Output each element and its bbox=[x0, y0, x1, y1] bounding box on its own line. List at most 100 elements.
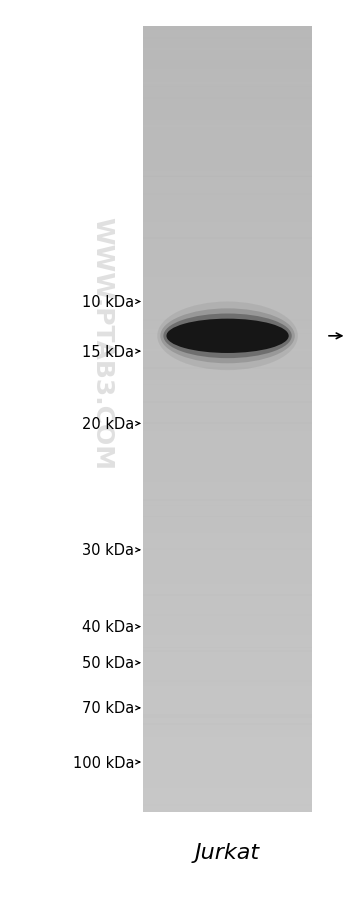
Bar bbox=[142, 655, 313, 658]
Bar bbox=[142, 568, 313, 573]
Bar bbox=[142, 49, 313, 51]
Bar bbox=[142, 98, 313, 100]
Bar bbox=[142, 94, 313, 97]
Bar bbox=[142, 204, 313, 207]
Bar bbox=[142, 686, 313, 690]
Bar bbox=[142, 271, 313, 274]
Bar bbox=[142, 349, 313, 353]
Bar bbox=[142, 753, 313, 757]
Bar bbox=[142, 785, 313, 788]
Bar bbox=[142, 73, 313, 75]
Bar bbox=[142, 109, 313, 114]
Bar bbox=[142, 780, 313, 785]
Bar bbox=[142, 428, 313, 431]
Text: 20 kDa: 20 kDa bbox=[82, 417, 134, 431]
Bar bbox=[142, 67, 313, 70]
Bar bbox=[142, 157, 313, 161]
Bar bbox=[142, 682, 313, 686]
Text: 10 kDa: 10 kDa bbox=[82, 295, 134, 309]
Bar bbox=[142, 500, 313, 502]
Bar bbox=[142, 286, 313, 290]
Bar bbox=[142, 794, 313, 796]
Bar bbox=[142, 583, 313, 584]
Text: 15 kDa: 15 kDa bbox=[82, 345, 134, 359]
Bar bbox=[142, 188, 313, 192]
Bar bbox=[142, 463, 313, 466]
Bar bbox=[142, 337, 313, 341]
Bar bbox=[142, 640, 313, 643]
Bar bbox=[142, 459, 313, 463]
Bar bbox=[142, 239, 313, 243]
Bar bbox=[142, 152, 313, 157]
Bar bbox=[142, 223, 313, 227]
Text: 40 kDa: 40 kDa bbox=[82, 620, 134, 634]
Bar bbox=[142, 176, 313, 178]
Bar bbox=[142, 580, 313, 584]
Bar bbox=[142, 401, 313, 403]
Bar bbox=[142, 290, 313, 294]
Bar bbox=[142, 615, 313, 620]
Bar bbox=[142, 384, 313, 386]
Bar bbox=[142, 678, 313, 682]
Bar bbox=[142, 561, 313, 565]
Bar bbox=[142, 687, 313, 689]
Bar bbox=[142, 141, 313, 144]
Bar bbox=[142, 345, 313, 349]
Bar bbox=[142, 769, 313, 772]
Bar bbox=[142, 144, 313, 149]
Bar bbox=[142, 376, 313, 381]
Bar bbox=[142, 443, 313, 446]
Bar bbox=[142, 353, 313, 356]
Bar bbox=[142, 667, 313, 670]
Bar bbox=[142, 670, 313, 675]
Bar bbox=[142, 129, 313, 133]
Bar bbox=[142, 121, 313, 125]
Bar bbox=[142, 628, 313, 631]
Bar bbox=[142, 400, 313, 404]
Bar bbox=[142, 723, 313, 725]
Bar bbox=[142, 765, 313, 769]
Bar bbox=[142, 516, 313, 518]
Bar bbox=[142, 483, 313, 486]
Bar bbox=[142, 505, 313, 507]
Bar bbox=[142, 521, 313, 525]
Bar bbox=[142, 804, 313, 808]
Bar bbox=[142, 478, 313, 483]
Bar bbox=[142, 244, 313, 245]
Text: WWW.PTAB3.COM: WWW.PTAB3.COM bbox=[90, 216, 114, 469]
Bar bbox=[142, 557, 313, 561]
Bar bbox=[142, 169, 313, 172]
Bar bbox=[142, 451, 313, 455]
Bar bbox=[142, 247, 313, 251]
Bar bbox=[142, 125, 313, 129]
Bar bbox=[142, 525, 313, 529]
Bar bbox=[142, 35, 313, 39]
Bar bbox=[142, 161, 313, 164]
Bar bbox=[142, 808, 313, 812]
Bar bbox=[142, 799, 313, 801]
Bar bbox=[142, 306, 313, 309]
Bar bbox=[142, 565, 313, 568]
Bar bbox=[142, 796, 313, 800]
Bar bbox=[142, 749, 313, 753]
Bar bbox=[142, 650, 313, 652]
Bar bbox=[142, 486, 313, 490]
Bar bbox=[142, 555, 313, 557]
Bar bbox=[142, 722, 313, 725]
Bar bbox=[142, 298, 313, 301]
Text: 50 kDa: 50 kDa bbox=[82, 656, 134, 670]
Bar bbox=[142, 51, 313, 54]
Bar bbox=[142, 635, 313, 640]
Bar bbox=[142, 27, 313, 31]
Text: 30 kDa: 30 kDa bbox=[82, 543, 134, 557]
Bar bbox=[142, 198, 313, 200]
Bar bbox=[142, 235, 313, 239]
Bar bbox=[142, 713, 313, 718]
Bar bbox=[142, 290, 313, 292]
Bar bbox=[142, 666, 313, 667]
Bar bbox=[142, 730, 313, 733]
Bar bbox=[142, 320, 313, 322]
Bar bbox=[142, 594, 313, 596]
Bar bbox=[142, 309, 313, 314]
Bar bbox=[142, 541, 313, 545]
